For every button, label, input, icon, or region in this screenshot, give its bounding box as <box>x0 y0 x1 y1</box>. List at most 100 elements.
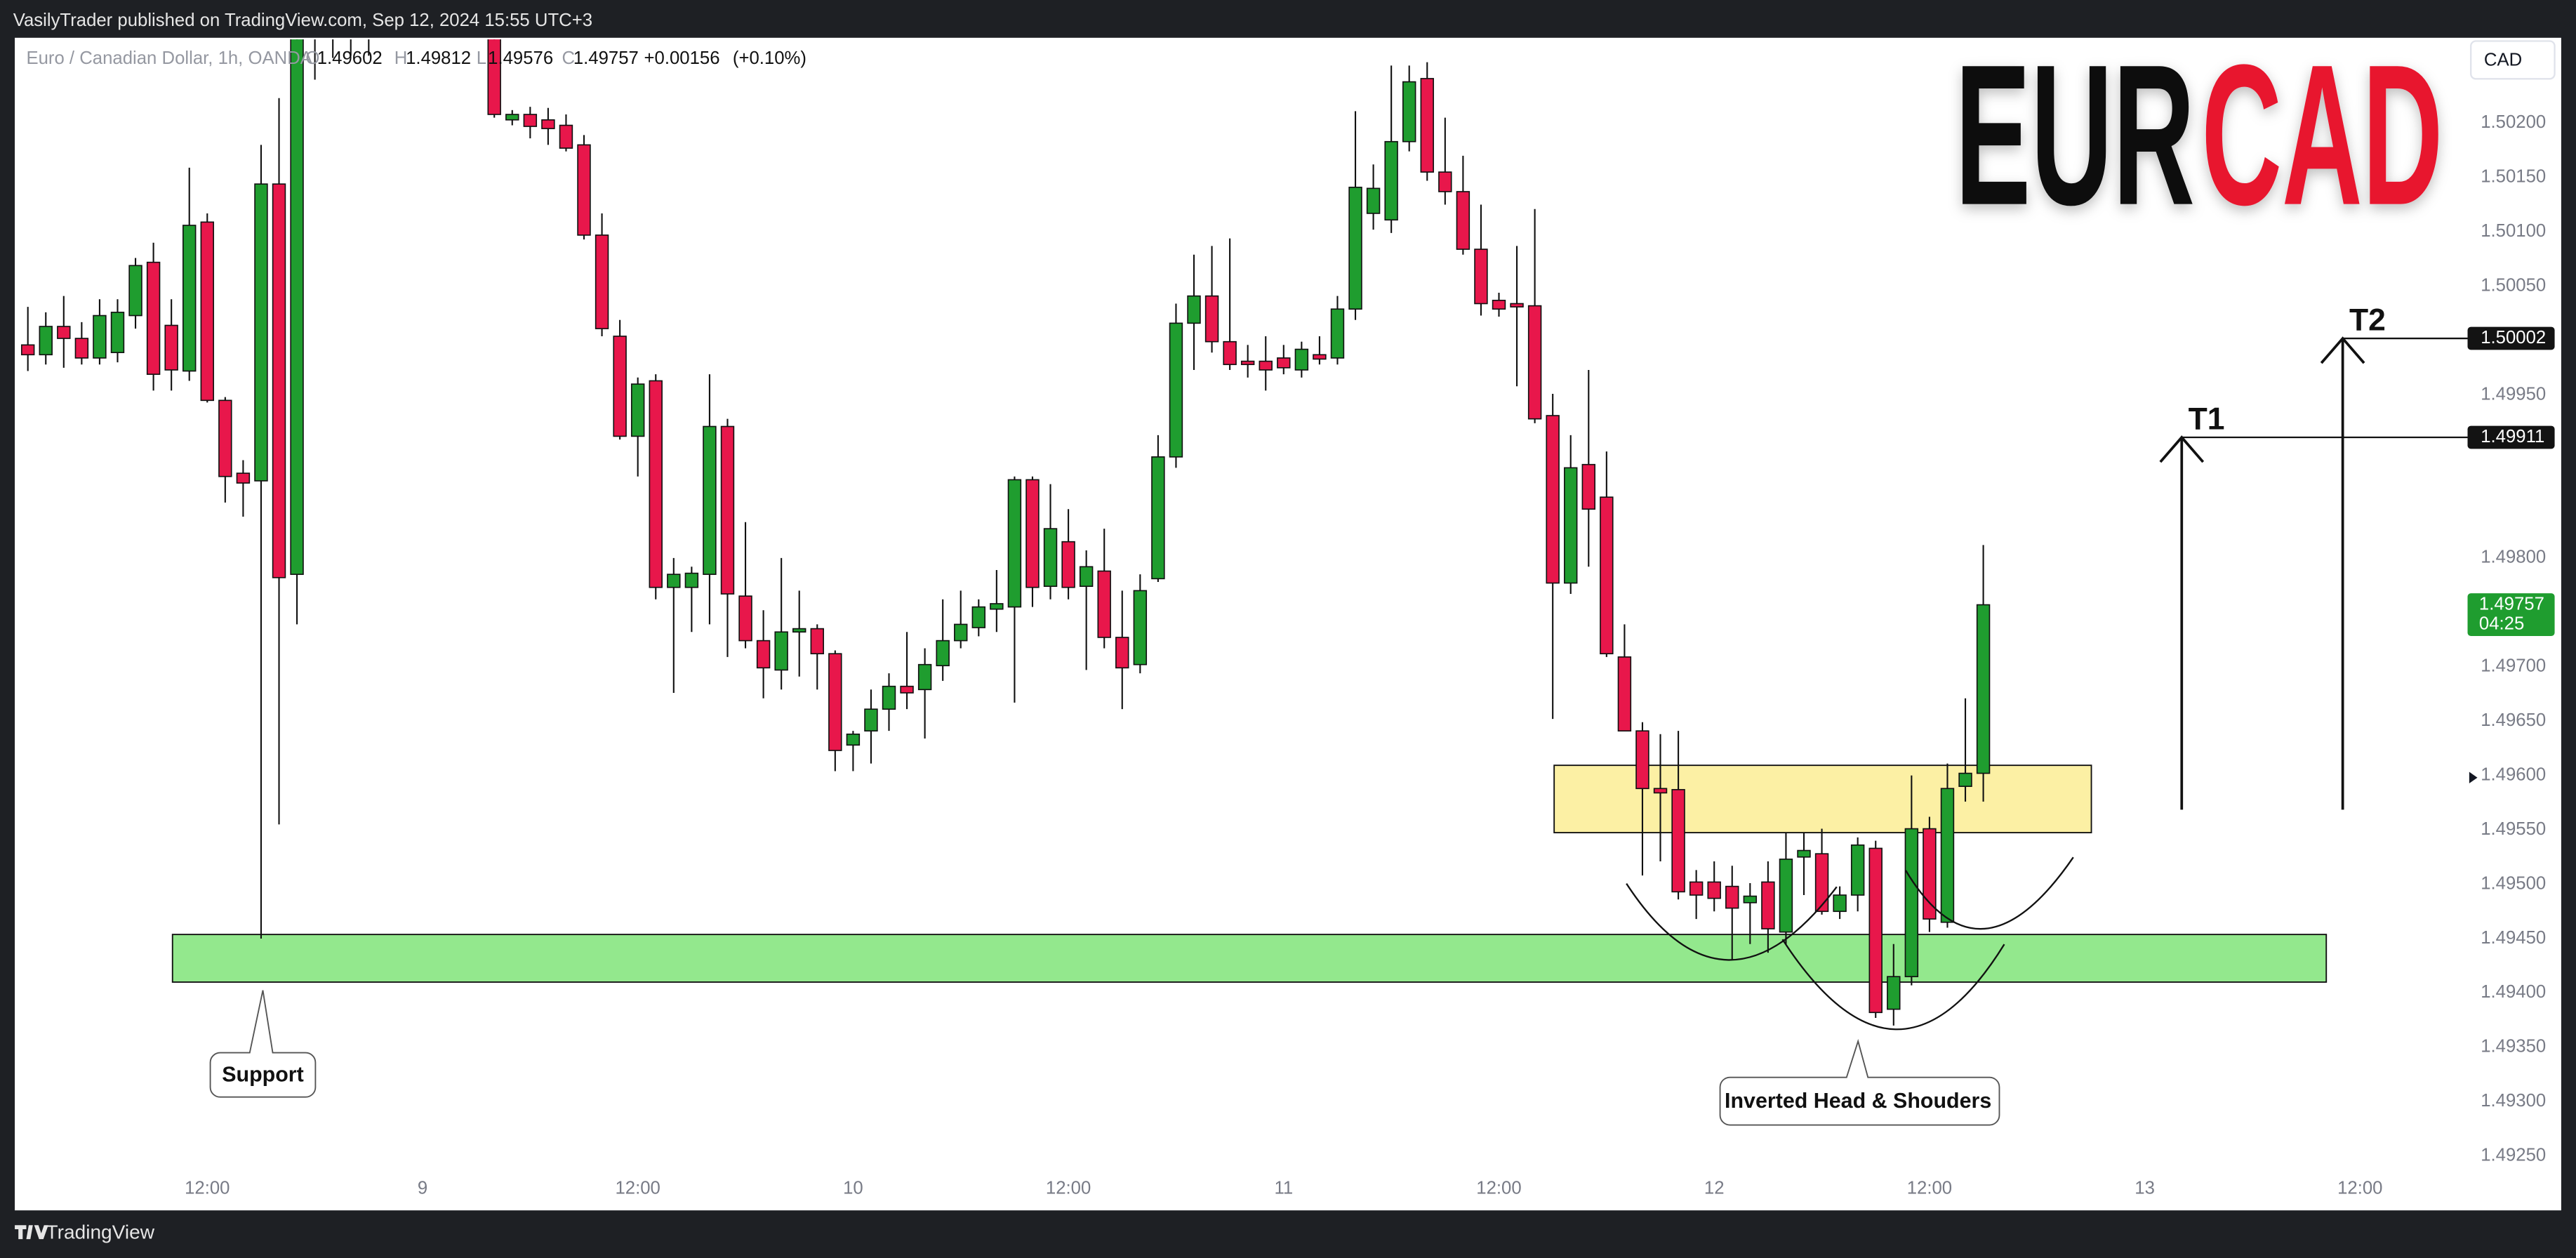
candle-body <box>828 653 842 751</box>
support-zone <box>171 934 2328 983</box>
candle-body <box>1617 656 1632 731</box>
candle-body <box>1797 849 1811 858</box>
candle-body <box>684 572 699 588</box>
candle-body <box>1850 844 1865 896</box>
target-price: 1.50002 <box>2481 328 2546 347</box>
y-tick-label: 1.49550 <box>2481 819 2546 839</box>
ohlc-letter: O <box>305 48 319 68</box>
y-tick-label: 1.49950 <box>2481 384 2546 404</box>
chart-area <box>15 37 2561 1211</box>
candle-body <box>93 314 107 359</box>
candle-body <box>1240 360 1255 366</box>
resistance-zone <box>1553 764 2092 834</box>
candle-body <box>1348 186 1362 310</box>
candle-body <box>1743 895 1758 903</box>
ohlc-value: 1.49757 <box>573 48 639 68</box>
candle-body <box>1438 171 1452 192</box>
y-tick-label: 1.49350 <box>2481 1037 2546 1057</box>
candle-body <box>1635 730 1649 790</box>
candle-body <box>1330 308 1345 359</box>
candle-body <box>74 338 89 359</box>
candle-body <box>1366 187 1381 214</box>
x-tick-label: 12:00 <box>2337 1179 2382 1198</box>
candle-body <box>1976 604 1991 774</box>
candle-body <box>200 221 214 402</box>
candle-body <box>128 265 142 317</box>
candle-body <box>1492 300 1506 310</box>
symbol: Euro / Canadian Dollar, 1h, OANDA <box>26 48 312 68</box>
candle-body <box>882 685 896 710</box>
candle-body <box>1868 847 1883 1014</box>
candle-body <box>792 628 806 633</box>
candle-body <box>1061 541 1075 588</box>
candle-body <box>1510 303 1524 307</box>
y-tick-label: 1.50100 <box>2481 221 2546 241</box>
candle-body <box>541 119 555 129</box>
candle-body <box>1007 479 1022 608</box>
ohlc-value: 1.49602 <box>317 48 383 68</box>
x-tick-label: 12:00 <box>615 1179 660 1198</box>
candle-body <box>577 144 591 236</box>
candle-body <box>1169 322 1183 458</box>
candle-body <box>1581 463 1596 510</box>
countdown: 04:25 <box>2479 614 2524 633</box>
candle-body <box>1833 894 1847 913</box>
candle-body <box>1133 590 1148 666</box>
candle-body <box>1958 772 1972 787</box>
candle-body <box>649 380 663 588</box>
candle-body <box>182 225 197 372</box>
target-price-box <box>2467 425 2555 449</box>
y-tick-label: 1.49650 <box>2481 710 2546 730</box>
candle-body <box>1600 496 1614 655</box>
candle-body <box>1204 295 1219 343</box>
candle-body <box>1527 305 1542 420</box>
target-price: 1.49911 <box>2481 427 2544 446</box>
y-tick-label: 1.50200 <box>2481 112 2546 132</box>
y-tick-label: 1.49400 <box>2481 982 2546 1002</box>
y-tick-label: 1.50050 <box>2481 276 2546 296</box>
candle-body <box>487 39 501 115</box>
candle-body <box>290 39 304 575</box>
candle-body <box>756 640 771 669</box>
pattern-callout <box>1719 1038 2000 1126</box>
candle-body <box>630 383 645 437</box>
candle-body <box>20 344 35 356</box>
candle-body <box>1294 348 1309 371</box>
candle-body <box>720 425 735 595</box>
candle-body <box>1923 828 1937 920</box>
y-tick-label: 1.49700 <box>2481 656 2546 676</box>
candle-body <box>667 574 681 588</box>
candle-body <box>1671 788 1685 893</box>
candle-body <box>218 399 232 477</box>
head-arc <box>1781 939 2005 1031</box>
candle-body <box>990 603 1004 610</box>
candle-body <box>110 312 125 354</box>
candle-body <box>1420 78 1434 173</box>
x-tick-label: 12 <box>1704 1179 1725 1198</box>
candle-body <box>1456 191 1470 250</box>
candle-body <box>1653 788 1668 794</box>
ohlc-value: 1.49576 <box>488 48 553 68</box>
candle-body <box>1151 456 1165 580</box>
y-tick-label: 1.49450 <box>2481 928 2546 948</box>
x-tick-label: 11 <box>1274 1179 1293 1198</box>
candle-body <box>1474 249 1488 305</box>
logo: EUR CAD <box>1955 24 2443 247</box>
x-tick-label: 12:00 <box>1907 1179 1952 1198</box>
left-shoulder-arc <box>1626 882 1838 961</box>
candle-body <box>846 733 861 746</box>
candle-body <box>1277 357 1291 369</box>
y-tick-label: 1.49250 <box>2481 1146 2546 1165</box>
support-label: Support <box>222 1062 304 1086</box>
currency-button <box>2470 40 2556 80</box>
candle-body <box>1115 637 1129 669</box>
publisher: VasilyTrader published on TradingView.co… <box>13 11 592 30</box>
candle-body <box>864 708 878 731</box>
y-tick-label: 1.50150 <box>2481 167 2546 187</box>
candle-body <box>900 685 914 694</box>
candle-body <box>738 595 752 642</box>
footer-logo: TradingView <box>15 1221 155 1243</box>
candle-body <box>971 606 986 628</box>
candle-body <box>146 261 161 375</box>
